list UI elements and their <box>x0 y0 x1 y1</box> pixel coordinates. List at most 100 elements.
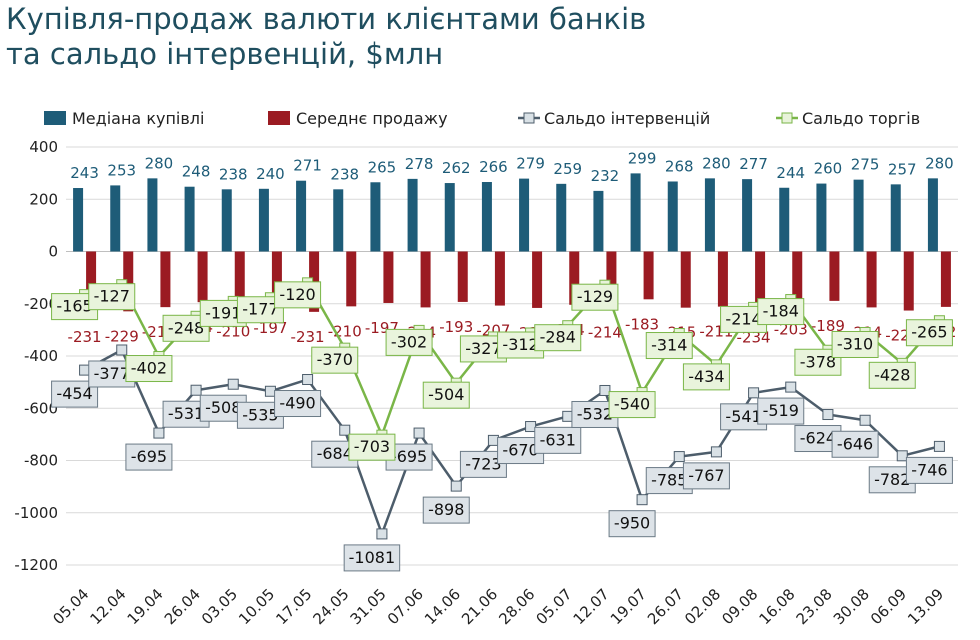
bar-sale <box>420 251 431 308</box>
interventions-data-label: -670 <box>502 441 538 460</box>
interventions-marker <box>859 414 871 426</box>
x-tick-label: 05.04 <box>49 585 92 628</box>
x-tick-label: 05.07 <box>532 585 575 628</box>
data-label-sale: -197 <box>253 319 287 337</box>
interventions-data-label: -541 <box>725 407 761 426</box>
interventions-label-box <box>831 430 879 458</box>
bar-purchase <box>333 189 344 252</box>
data-label-purchase: 253 <box>107 161 136 179</box>
bar-sale <box>792 251 803 305</box>
trade-data-label: -184 <box>763 302 799 321</box>
trade-data-label: -378 <box>800 352 836 371</box>
trade-data-label: -165 <box>56 297 92 316</box>
bar-purchase <box>556 183 567 252</box>
x-tick-label: 06.09 <box>867 585 910 628</box>
bar-sale <box>569 251 580 305</box>
bar-purchase <box>630 173 641 252</box>
trade-data-label: -284 <box>540 328 576 347</box>
trade-label-box <box>534 324 582 352</box>
interventions-label-box <box>608 510 656 538</box>
trade-data-label: -327 <box>465 339 501 358</box>
bar-purchase <box>853 179 864 252</box>
legend-label: Сальдо торгів <box>802 109 920 128</box>
interventions-label-box <box>343 544 401 572</box>
x-tick-label: 02.08 <box>681 585 724 628</box>
interventions-data-label: -646 <box>837 434 873 453</box>
interventions-marker <box>116 344 128 356</box>
interventions-line <box>83 348 940 536</box>
interventions-marker <box>785 381 797 393</box>
interventions-marker <box>710 446 722 458</box>
interventions-marker <box>748 387 760 399</box>
x-tick-label: 12.07 <box>570 585 613 628</box>
chart-title-line-1: Купівля-продаж валюти клієнтами банків <box>6 2 647 36</box>
data-label-purchase: 244 <box>776 164 805 182</box>
interventions-marker <box>487 434 499 446</box>
legend-swatch-marker <box>523 112 535 124</box>
trade-data-label: -120 <box>279 285 315 304</box>
data-label-purchase: 238 <box>330 165 359 183</box>
bar-sale <box>123 251 134 312</box>
x-tick-label: 12.04 <box>86 585 129 628</box>
data-label-sale: -234 <box>737 329 771 347</box>
trade-label-box <box>422 381 470 409</box>
bar-sale <box>271 251 282 303</box>
interventions-marker <box>190 384 202 396</box>
data-label-sale: -183 <box>625 315 659 333</box>
data-label-purchase: 262 <box>442 159 471 177</box>
trade-label-box <box>757 298 805 326</box>
trade-label-box <box>385 328 433 356</box>
trade-label-box <box>868 361 916 389</box>
bar-purchase <box>816 183 827 252</box>
bar-sale <box>197 251 208 303</box>
data-label-purchase: 259 <box>553 160 582 178</box>
interventions-data-label: -898 <box>428 500 464 519</box>
data-label-purchase: 266 <box>479 158 508 176</box>
trade-label-box <box>682 363 730 391</box>
interventions-marker <box>227 378 239 390</box>
interventions-marker <box>599 384 611 396</box>
y-tick-label: -800 <box>24 452 58 470</box>
y-tick-label: 0 <box>48 243 58 261</box>
interventions-label-box <box>757 397 805 425</box>
y-tick-label: 400 <box>29 138 58 156</box>
trade-data-label: -434 <box>688 367 724 386</box>
interventions-data-label: -695 <box>391 447 427 466</box>
interventions-marker <box>636 494 648 506</box>
bar-sale <box>234 251 245 307</box>
interventions-data-label: -624 <box>800 429 836 448</box>
x-tick-label: 17.05 <box>272 585 315 628</box>
x-tick-label: 19.04 <box>124 585 167 628</box>
x-tick-label: 26.04 <box>161 585 204 628</box>
interventions-marker <box>79 364 91 376</box>
x-tick-label: 26.07 <box>644 585 687 628</box>
trade-data-label: -248 <box>168 318 204 337</box>
data-label-purchase: 238 <box>219 165 248 183</box>
data-label-purchase: 243 <box>70 164 99 182</box>
interventions-label-box <box>682 462 730 490</box>
bar-sale <box>866 251 877 308</box>
bar-purchase <box>147 178 158 252</box>
bar-purchase <box>593 190 604 252</box>
interventions-marker <box>933 440 945 452</box>
data-label-purchase: 278 <box>405 155 434 173</box>
data-label-purchase: 248 <box>182 163 211 181</box>
x-tick-label: 28.06 <box>495 585 538 628</box>
chart-title: Купівля-продаж валюти клієнтами банків т… <box>6 2 646 72</box>
data-label-purchase: 265 <box>368 158 397 176</box>
data-label-purchase: 277 <box>739 155 768 173</box>
legend-swatch <box>44 111 66 125</box>
bar-sale <box>680 251 691 308</box>
interventions-data-label: -782 <box>874 470 910 489</box>
interventions-data-label: -684 <box>317 444 353 463</box>
y-tick-label: -600 <box>24 399 58 417</box>
bar-purchase <box>927 178 938 252</box>
bar-sale <box>494 251 505 306</box>
trade-label-box <box>905 319 953 347</box>
x-tick-label: 30.08 <box>830 585 873 628</box>
trade-data-label: -265 <box>911 323 947 342</box>
interventions-marker <box>562 410 574 422</box>
data-label-purchase: 232 <box>591 167 620 185</box>
trade-data-label: -129 <box>577 287 613 306</box>
y-tick-label: 200 <box>29 190 58 208</box>
